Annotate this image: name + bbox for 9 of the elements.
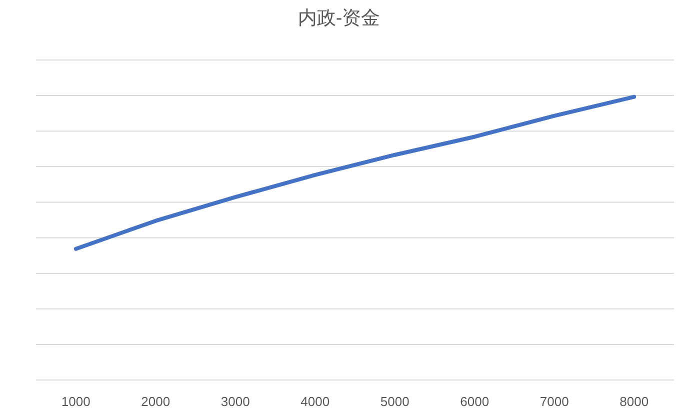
x-tick: 7000 bbox=[540, 394, 569, 408]
x-tick: 4000 bbox=[300, 394, 330, 408]
x-tick: 6000 bbox=[460, 394, 490, 408]
x-tick: 1000 bbox=[61, 394, 90, 408]
x-tick: 8000 bbox=[620, 394, 649, 408]
title: 内政-资金 bbox=[298, 8, 380, 29]
x-tick: 3000 bbox=[220, 394, 250, 408]
x-tick: 2000 bbox=[141, 394, 170, 408]
x-tick: 5000 bbox=[380, 394, 410, 408]
